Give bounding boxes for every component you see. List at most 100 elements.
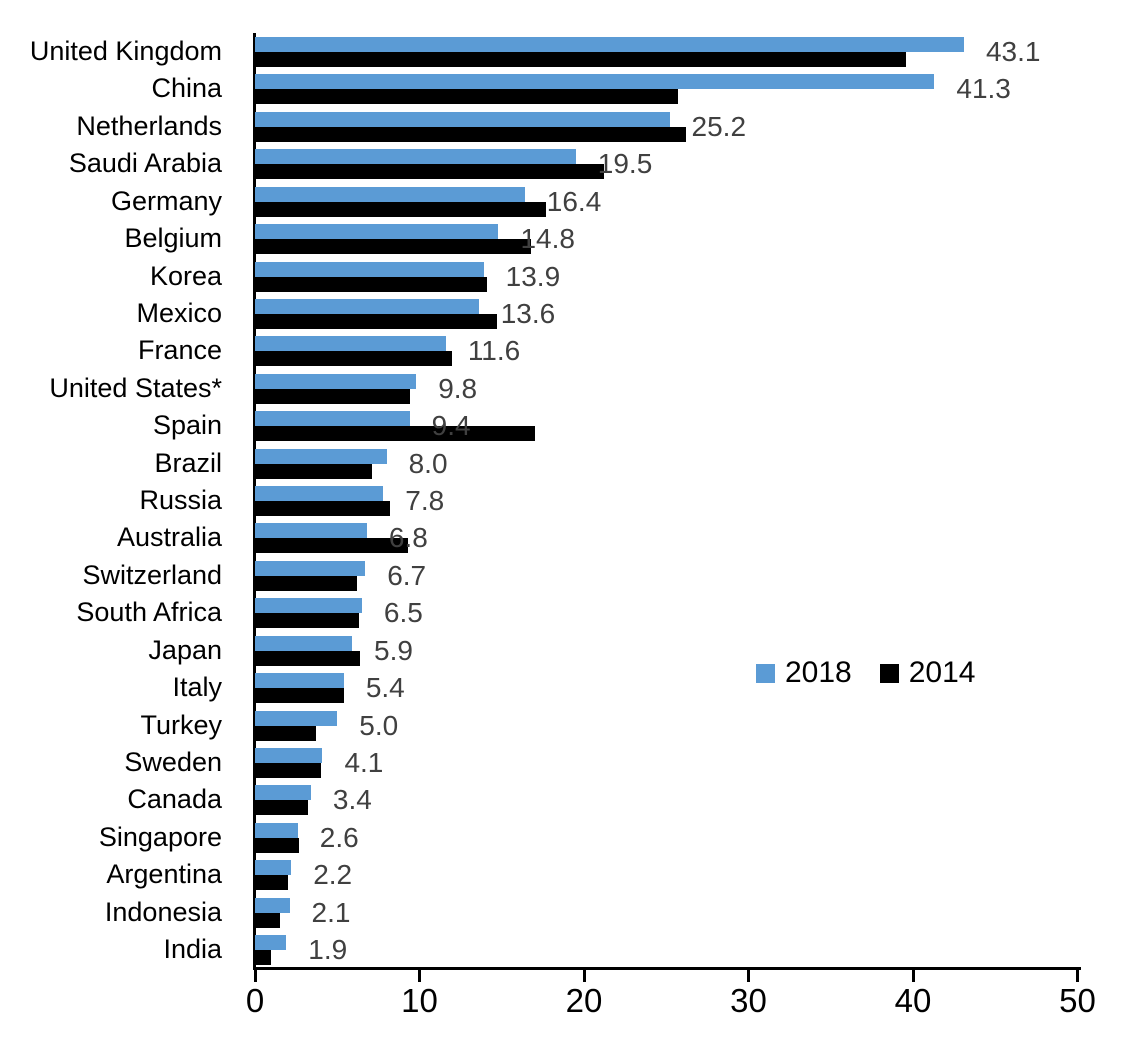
chart-row: Australia 6.8 xyxy=(0,519,1123,557)
legend-swatch-2018-icon xyxy=(756,663,775,683)
bar-2014 xyxy=(255,912,280,928)
chart-row: India 1.9 xyxy=(0,931,1123,969)
category-label: Spain xyxy=(152,410,222,441)
data-label: 2.6 xyxy=(319,821,359,853)
category-label: United Kingdom xyxy=(29,36,222,66)
legend-item-2018: 2018 xyxy=(756,658,852,688)
category-label: India xyxy=(163,934,222,965)
category-label: Brazil xyxy=(154,447,222,478)
category-label: Russia xyxy=(139,485,222,516)
category-label: South Africa xyxy=(76,597,222,628)
legend-item-2014: 2014 xyxy=(879,656,976,689)
chart-row: Mexico 13.6 xyxy=(0,295,1123,333)
bar-2014 xyxy=(255,762,321,778)
bar-2018 xyxy=(255,523,367,539)
chart-legend: 2018 2014 xyxy=(756,658,976,688)
data-label: 5.9 xyxy=(374,634,413,666)
bar-2014 xyxy=(255,950,272,966)
chart-row: Indonesia 2.1 xyxy=(0,894,1123,932)
chart-row: Spain 9.4 xyxy=(0,407,1123,445)
bar-2014 xyxy=(255,351,453,367)
legend-label-2018: 2018 xyxy=(785,656,852,689)
chart-row: France 11.6 xyxy=(0,332,1123,370)
chart-row: Japan 5.9 xyxy=(0,632,1123,670)
x-axis-tick-label: 30 xyxy=(730,982,767,1019)
bar-2014 xyxy=(255,613,359,629)
bar-2018 xyxy=(255,448,387,464)
chart-row: Canada 3.4 xyxy=(0,781,1123,819)
chart-row: Sweden 4.1 xyxy=(0,744,1123,782)
data-label: 41.3 xyxy=(956,73,1011,105)
bar-2014 xyxy=(255,388,410,404)
category-label: Netherlands xyxy=(76,110,222,141)
x-axis-line xyxy=(253,967,1081,970)
chart-row: Italy 5.4 xyxy=(0,669,1123,707)
x-axis-tick-label: 50 xyxy=(1059,982,1096,1019)
bar-2014 xyxy=(255,501,390,517)
chart-row: United States* 9.8 xyxy=(0,370,1123,408)
chart-row: Russia 7.8 xyxy=(0,482,1123,520)
category-label: Australia xyxy=(116,522,222,553)
category-label: United States* xyxy=(49,372,222,403)
bar-2014 xyxy=(255,239,532,255)
bar-2014 xyxy=(255,575,357,591)
bar-2018 xyxy=(255,186,525,202)
bar-2018 xyxy=(255,336,446,352)
bar-2014 xyxy=(255,875,288,891)
bar-2014 xyxy=(255,52,907,67)
x-axis-tick xyxy=(253,970,257,982)
data-label: 6.5 xyxy=(383,597,423,629)
category-label: Belgium xyxy=(124,223,222,254)
chart-row: China 41.3 xyxy=(0,70,1123,108)
legend-label-2014: 2014 xyxy=(908,656,976,689)
chart-row: Argentina 2.2 xyxy=(0,856,1123,894)
category-label: Saudi Arabia xyxy=(68,148,222,179)
data-label: 3.4 xyxy=(332,784,372,816)
bar-2014 xyxy=(255,538,408,554)
bar-2014 xyxy=(255,126,686,142)
chart-row: Turkey 5.0 xyxy=(0,707,1123,745)
data-label: 5.0 xyxy=(359,709,399,741)
category-label: Italy xyxy=(172,672,222,703)
bar-2014 xyxy=(255,688,344,704)
x-axis-tick xyxy=(582,970,586,982)
chart-row: Netherlands 25.2 xyxy=(0,108,1123,146)
x-axis-tick-label: 20 xyxy=(565,982,603,1019)
chart-row: Switzerland 6.7 xyxy=(0,557,1123,595)
legend-swatch-2014-icon xyxy=(879,663,899,683)
bar-2018 xyxy=(255,560,366,576)
bar-2014 xyxy=(255,89,678,105)
bar-2018 xyxy=(255,897,290,913)
bar-2014 xyxy=(255,426,535,442)
category-label: Germany xyxy=(110,185,222,216)
data-label: 13.6 xyxy=(500,297,556,329)
data-label: 8.0 xyxy=(408,447,448,479)
category-label: Switzerland xyxy=(82,559,222,590)
category-label: Argentina xyxy=(106,859,222,890)
bar-2014 xyxy=(255,201,547,217)
category-label: Singapore xyxy=(98,821,222,852)
category-label: Indonesia xyxy=(104,896,222,927)
data-label: 43.1 xyxy=(985,36,1041,67)
category-label: Sweden xyxy=(124,746,222,777)
category-label: Mexico xyxy=(136,297,222,328)
x-axis-tick-label: 0 xyxy=(245,982,265,1019)
data-label: 2.2 xyxy=(313,859,353,891)
chart-row: South Africa 6.5 xyxy=(0,594,1123,632)
category-label: China xyxy=(151,73,222,104)
bar-2018 xyxy=(255,298,479,314)
bar-2014 xyxy=(255,800,308,816)
bar-2018 xyxy=(255,822,298,838)
bar-2018 xyxy=(255,111,670,127)
bar-2014 xyxy=(255,650,361,666)
bar-2018 xyxy=(255,261,484,277)
x-axis-tick-label: 40 xyxy=(894,982,932,1019)
y-axis-line xyxy=(253,33,256,970)
bar-2014 xyxy=(255,837,300,853)
bar-2018 xyxy=(255,224,499,240)
bar-2018 xyxy=(255,598,362,614)
chart-row: Saudi Arabia 19.5 xyxy=(0,145,1123,183)
data-label: 2.1 xyxy=(311,896,351,928)
bar-2018 xyxy=(255,373,417,389)
